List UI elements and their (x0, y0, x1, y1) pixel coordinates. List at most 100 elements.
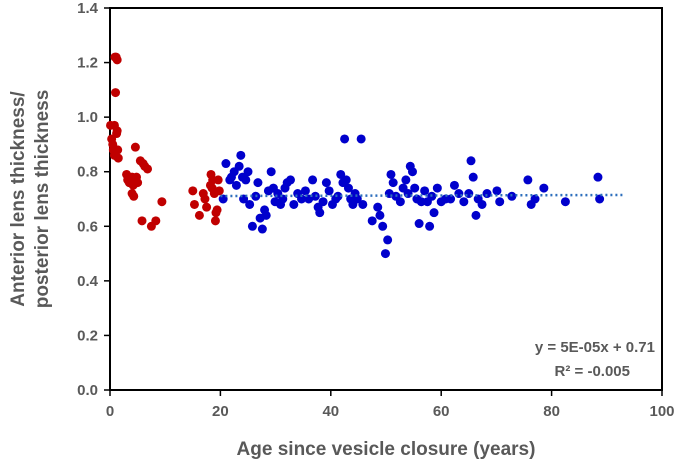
data-point-red (194, 210, 204, 220)
data-point-blue (432, 183, 442, 193)
data-point-blue (336, 169, 346, 179)
data-point-blue (247, 221, 257, 231)
data-point-blue (495, 197, 505, 207)
data-point-blue (410, 183, 420, 193)
data-point-blue (492, 186, 502, 196)
data-point-blue (380, 249, 390, 259)
data-point-blue (243, 167, 253, 177)
data-point-blue (386, 169, 396, 179)
data-points (106, 52, 605, 259)
data-point-blue (234, 161, 244, 171)
data-point-red (112, 55, 122, 65)
data-point-red (188, 186, 198, 196)
data-point-blue (300, 186, 310, 196)
y-tick-label: 1.4 (77, 0, 99, 17)
data-point-blue (420, 186, 430, 196)
data-point-blue (257, 224, 267, 234)
data-point-blue (464, 189, 474, 199)
data-point-blue (341, 175, 351, 185)
data-point-blue (471, 210, 481, 220)
data-point-red (113, 145, 123, 155)
data-point-blue (358, 199, 368, 209)
data-point-blue (286, 175, 296, 185)
data-point-blue (595, 194, 605, 204)
data-point-blue (407, 167, 417, 177)
x-tick-label: 20 (212, 403, 229, 420)
trendline (220, 193, 624, 198)
data-point-blue (530, 194, 540, 204)
data-point-blue (352, 194, 362, 204)
data-point-blue (414, 219, 424, 229)
data-point-blue (261, 210, 271, 220)
data-point-blue (315, 208, 325, 218)
data-point-blue (289, 199, 299, 209)
data-point-blue (560, 197, 570, 207)
x-tick-label: 40 (322, 403, 339, 420)
data-point-red (210, 216, 220, 226)
data-point-blue (395, 197, 405, 207)
y-tick-label: 0.8 (77, 164, 98, 181)
data-point-blue (482, 189, 492, 199)
data-point-blue (539, 183, 549, 193)
data-point-blue (321, 178, 331, 188)
data-point-blue (425, 221, 435, 231)
data-point-blue (324, 186, 334, 196)
data-point-blue (318, 197, 328, 207)
data-point-blue (221, 159, 231, 169)
x-tick-label: 0 (106, 403, 114, 420)
data-point-blue (401, 175, 411, 185)
data-point-red (213, 175, 223, 185)
y-tick-label: 0.6 (77, 218, 98, 235)
data-point-red (151, 216, 161, 226)
data-point-blue (343, 183, 353, 193)
data-point-blue (466, 156, 476, 166)
data-point-blue (449, 180, 459, 190)
data-point-red (143, 164, 153, 174)
data-point-red (112, 129, 122, 139)
data-point-blue (523, 175, 533, 185)
y-axis-title-line-1: Anterior lens thickness/ (8, 91, 29, 307)
data-point-blue (429, 208, 439, 218)
x-axis-ticks: 0 20 40 60 80 100 (106, 390, 675, 420)
y-axis-ticks: 0.0 0.2 0.4 0.6 0.8 1.0 1.2 1.4 (77, 0, 110, 399)
data-point-blue (245, 199, 255, 209)
data-point-blue (383, 235, 393, 245)
data-point-blue (340, 134, 350, 144)
data-point-red (129, 191, 139, 201)
y-tick-label: 0.2 (77, 327, 98, 344)
data-point-blue (468, 172, 478, 182)
data-point-blue (253, 178, 263, 188)
data-point-blue (388, 178, 398, 188)
data-point-blue (373, 202, 383, 212)
data-point-blue (333, 191, 343, 201)
data-point-blue (310, 191, 320, 201)
data-point-blue (593, 172, 603, 182)
data-point-red (137, 216, 147, 226)
data-point-blue (459, 197, 469, 207)
data-point-blue (356, 134, 366, 144)
data-point-red (214, 186, 224, 196)
data-point-blue (266, 167, 276, 177)
data-point-red (111, 88, 121, 98)
x-tick-label: 60 (433, 403, 450, 420)
y-tick-label: 1.2 (77, 55, 98, 72)
plot-area (109, 7, 663, 391)
data-point-blue (454, 189, 464, 199)
y-tick-label: 1.0 (77, 109, 98, 126)
data-point-blue (231, 180, 241, 190)
data-point-red (200, 194, 210, 204)
data-point-blue (308, 175, 318, 185)
data-point-red (207, 183, 217, 193)
trendline-r-squared: R² = -0.005 (555, 363, 630, 380)
data-point-blue (378, 221, 388, 231)
data-point-red (189, 199, 199, 209)
data-point-red (202, 202, 212, 212)
y-tick-label: 0.0 (77, 382, 98, 399)
data-point-red (157, 197, 167, 207)
trendline-equation: y = 5E-05x + 0.71 (535, 339, 655, 356)
y-tick-label: 0.4 (77, 273, 99, 290)
y-axis-title-line-2: posterior lens thickness (32, 90, 53, 309)
data-point-blue (241, 175, 251, 185)
data-point-red (113, 153, 123, 163)
